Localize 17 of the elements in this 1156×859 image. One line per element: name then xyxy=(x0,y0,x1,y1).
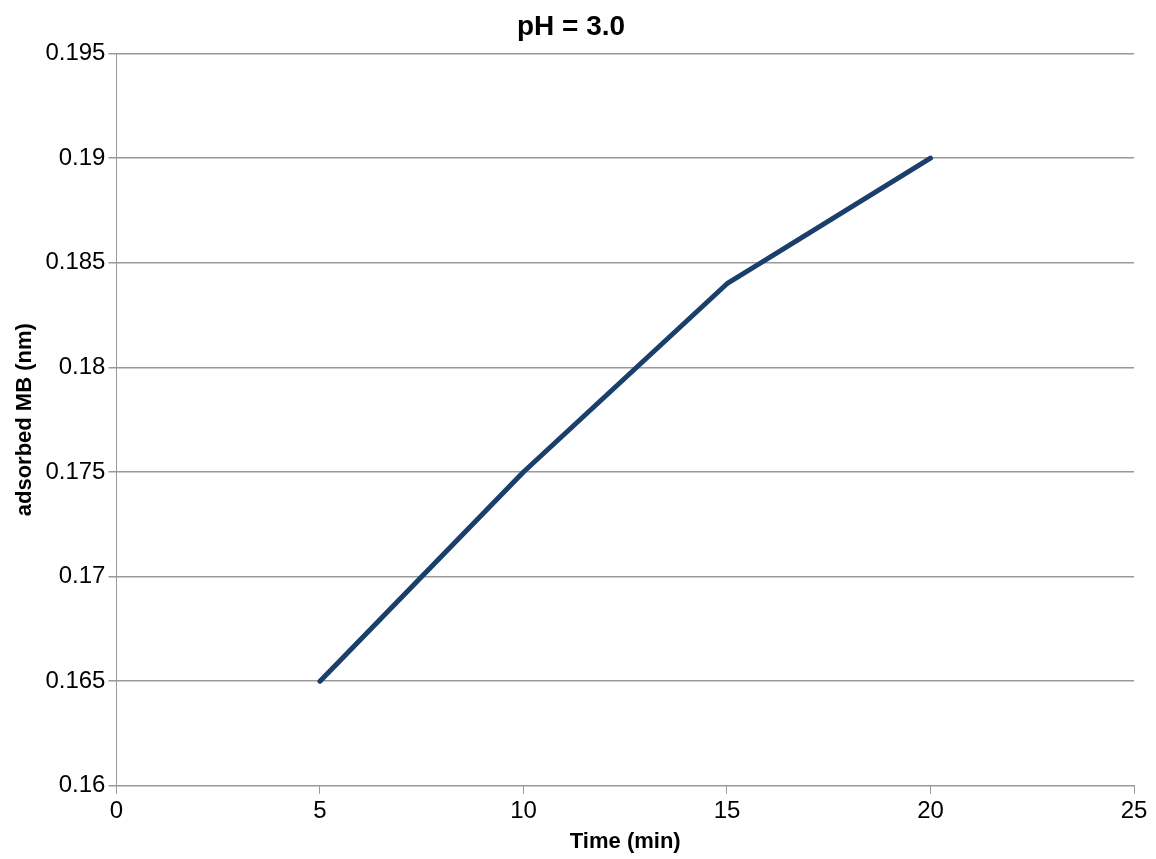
x-tick-label: 5 xyxy=(313,795,327,823)
y-tick-label: 0.195 xyxy=(45,38,106,66)
x-tick-label: 0 xyxy=(109,795,124,823)
x-axis-title: Time (min) xyxy=(569,827,681,853)
y-tick-label: 0.17 xyxy=(58,561,106,589)
x-tick-label: 10 xyxy=(510,795,537,823)
y-tick-label: 0.19 xyxy=(58,142,106,170)
y-tick-label: 0.165 xyxy=(45,665,106,693)
x-tick-label: 15 xyxy=(713,795,741,823)
y-tick-label: 0.185 xyxy=(45,247,106,275)
y-axis-title: adsorbed MB (nm) xyxy=(11,323,37,517)
x-tick-label: 20 xyxy=(917,795,944,823)
x-tick-label: 25 xyxy=(1120,795,1148,823)
y-tick-label: 0.16 xyxy=(58,770,106,798)
y-tick-label: 0.175 xyxy=(45,456,106,484)
chart-title: pH = 3.0 xyxy=(516,9,626,41)
y-tick-label: 0.18 xyxy=(58,352,106,380)
